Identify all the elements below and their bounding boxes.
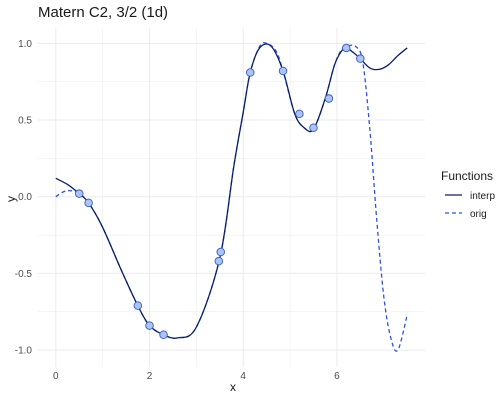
legend-title: Functions [441,169,493,183]
x-tick-labels: 0 2 4 6 [53,371,340,382]
x-tick-label: 2 [147,371,153,382]
y-tick-label: -1.0 [15,346,33,357]
y-tick-label: 1.0 [18,39,32,50]
data-point [324,94,334,103]
data-point [214,256,224,266]
legend: Functions interp orig [441,169,495,220]
data-points [74,43,365,340]
data-point [309,123,318,132]
y-tick-labels: -1.0 -0.5 0.0 0.5 1.0 [15,39,33,357]
chart-title: Matern C2, 3/2 (1d) [38,4,168,21]
data-point [145,321,154,330]
data-point [159,330,168,340]
y-tick-label: -0.5 [15,269,33,280]
data-point [342,43,351,53]
data-point [216,247,225,257]
data-point [356,54,365,63]
legend-label-orig: orig [470,209,487,220]
series-line-interp [55,43,408,339]
x-tick-label: 0 [53,371,59,382]
y-tick-label: 0.0 [18,192,32,203]
data-point [278,66,288,76]
legend-label-interp: interp [470,191,495,202]
x-axis-label: x [230,380,236,394]
y-axis-label: y [4,196,18,202]
data-point [74,189,84,198]
y-tick-label: 0.5 [18,116,32,127]
x-tick-label: 6 [334,371,340,382]
data-point [295,109,304,119]
data-point [133,301,143,310]
data-point [84,198,93,208]
x-tick-label: 4 [240,371,246,382]
data-point [245,68,255,77]
grid [38,28,425,367]
